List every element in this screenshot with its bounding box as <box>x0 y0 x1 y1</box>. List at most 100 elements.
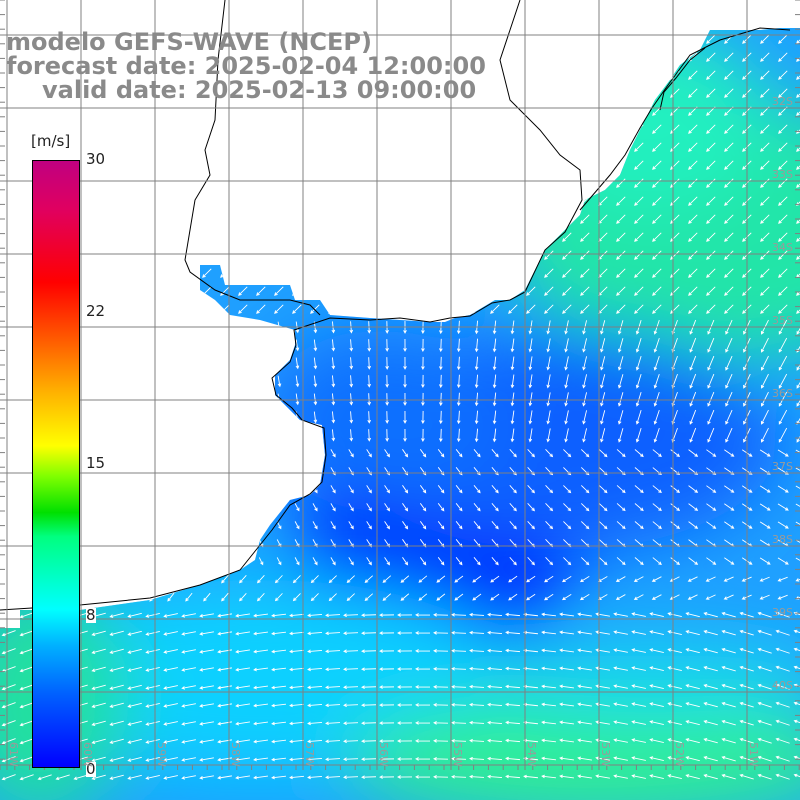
wind-arrow <box>455 449 463 458</box>
wind-arrow <box>96 340 102 350</box>
wind-arrow <box>289 649 305 654</box>
wind-arrow <box>184 142 194 152</box>
wind-arrow <box>760 124 770 134</box>
wind-arrow <box>114 430 120 441</box>
wind-arrow <box>364 593 374 601</box>
wind-arrow <box>759 594 770 600</box>
wind-arrow <box>202 304 212 314</box>
wind-arrow <box>652 503 662 512</box>
wind-arrow <box>109 630 124 636</box>
wind-arrow <box>421 410 425 425</box>
wind-arrow <box>292 593 301 602</box>
wind-arrow <box>509 485 517 494</box>
wind-arrow <box>348 557 354 566</box>
wind-arrow <box>24 359 30 368</box>
wind-arrow <box>22 232 32 242</box>
wind-arrow <box>130 196 140 206</box>
wind-arrow <box>145 775 160 780</box>
wind-arrow <box>544 142 554 152</box>
wind-arrow <box>559 738 574 743</box>
wind-arrow <box>652 521 662 530</box>
wind-arrow <box>166 214 176 224</box>
wind-arrow <box>617 374 624 389</box>
wind-arrow <box>169 485 174 494</box>
wind-arrow <box>670 521 681 529</box>
wind-arrow <box>310 286 320 296</box>
wind-arrow <box>563 521 572 530</box>
wind-arrow <box>631 648 646 653</box>
wind-arrow <box>634 286 644 296</box>
wind-arrow <box>724 232 734 242</box>
wind-arrow <box>379 667 395 671</box>
wind-arrow <box>364 178 374 188</box>
wind-arrow <box>706 557 717 565</box>
wind-arrow <box>634 268 644 278</box>
wind-arrow <box>564 410 569 425</box>
wind-arrow <box>307 721 323 726</box>
wind-arrow <box>151 557 156 566</box>
wind-arrow <box>703 684 718 690</box>
wind-arrow <box>163 649 178 654</box>
wind-arrow <box>433 667 449 671</box>
wind-arrow <box>133 503 138 512</box>
wind-arrow <box>796 52 800 62</box>
wind-arrow <box>115 539 120 548</box>
wind-arrow <box>307 667 323 672</box>
wind-arrow <box>724 557 735 565</box>
wind-arrow <box>689 337 697 353</box>
wind-arrow <box>631 756 646 761</box>
wind-arrow <box>492 428 497 443</box>
wind-arrow <box>472 593 482 601</box>
wind-arrow <box>366 503 372 512</box>
wind-arrow <box>616 88 626 98</box>
wind-arrow <box>616 557 626 566</box>
wind-arrow <box>456 338 461 353</box>
wind-arrow <box>545 521 554 530</box>
wind-arrow <box>688 521 699 529</box>
wind-arrow <box>277 339 282 352</box>
wind-arrow <box>759 576 770 582</box>
wind-arrow <box>187 430 192 441</box>
wind-arrow <box>793 773 800 780</box>
wind-arrow <box>526 304 536 314</box>
wind-arrow <box>274 575 283 584</box>
wind-arrow <box>271 721 287 726</box>
wind-arrow <box>631 612 646 617</box>
wind-arrow <box>595 720 610 725</box>
wind-arrow <box>541 702 557 707</box>
wind-arrow <box>163 685 178 690</box>
wind-arrow <box>310 268 320 278</box>
wind-arrow <box>652 142 662 152</box>
wind-arrow <box>238 142 248 152</box>
wind-arrow <box>148 304 158 314</box>
lat-label: 36S <box>772 387 793 400</box>
wind-arrow <box>541 720 557 725</box>
wind-arrow <box>469 738 485 743</box>
wind-arrow <box>562 142 572 152</box>
wind-arrow <box>793 629 800 636</box>
wind-arrow <box>563 557 572 566</box>
wind-arrow <box>580 52 590 62</box>
wind-arrow <box>6 395 12 404</box>
wind-arrow <box>508 196 518 206</box>
wind-arrow <box>55 774 70 781</box>
wind-arrow <box>526 124 536 134</box>
wind-arrow <box>166 268 176 278</box>
wind-arrow <box>635 410 642 425</box>
wind-arrow <box>258 503 264 512</box>
wind-arrow <box>760 232 770 242</box>
wind-arrow <box>7 485 11 493</box>
wind-arrow <box>759 503 771 511</box>
wind-arrow <box>256 304 266 314</box>
wind-arrow <box>24 431 30 440</box>
wind-arrow <box>706 485 717 493</box>
wind-arrow <box>256 250 266 260</box>
wind-arrow <box>132 412 138 423</box>
wind-arrow <box>544 178 554 188</box>
wind-arrow <box>169 394 174 405</box>
wind-arrow <box>4 304 14 314</box>
wind-arrow <box>22 304 32 314</box>
wind-arrow <box>331 393 336 406</box>
wind-arrow <box>685 612 700 618</box>
wind-arrow <box>562 124 572 134</box>
